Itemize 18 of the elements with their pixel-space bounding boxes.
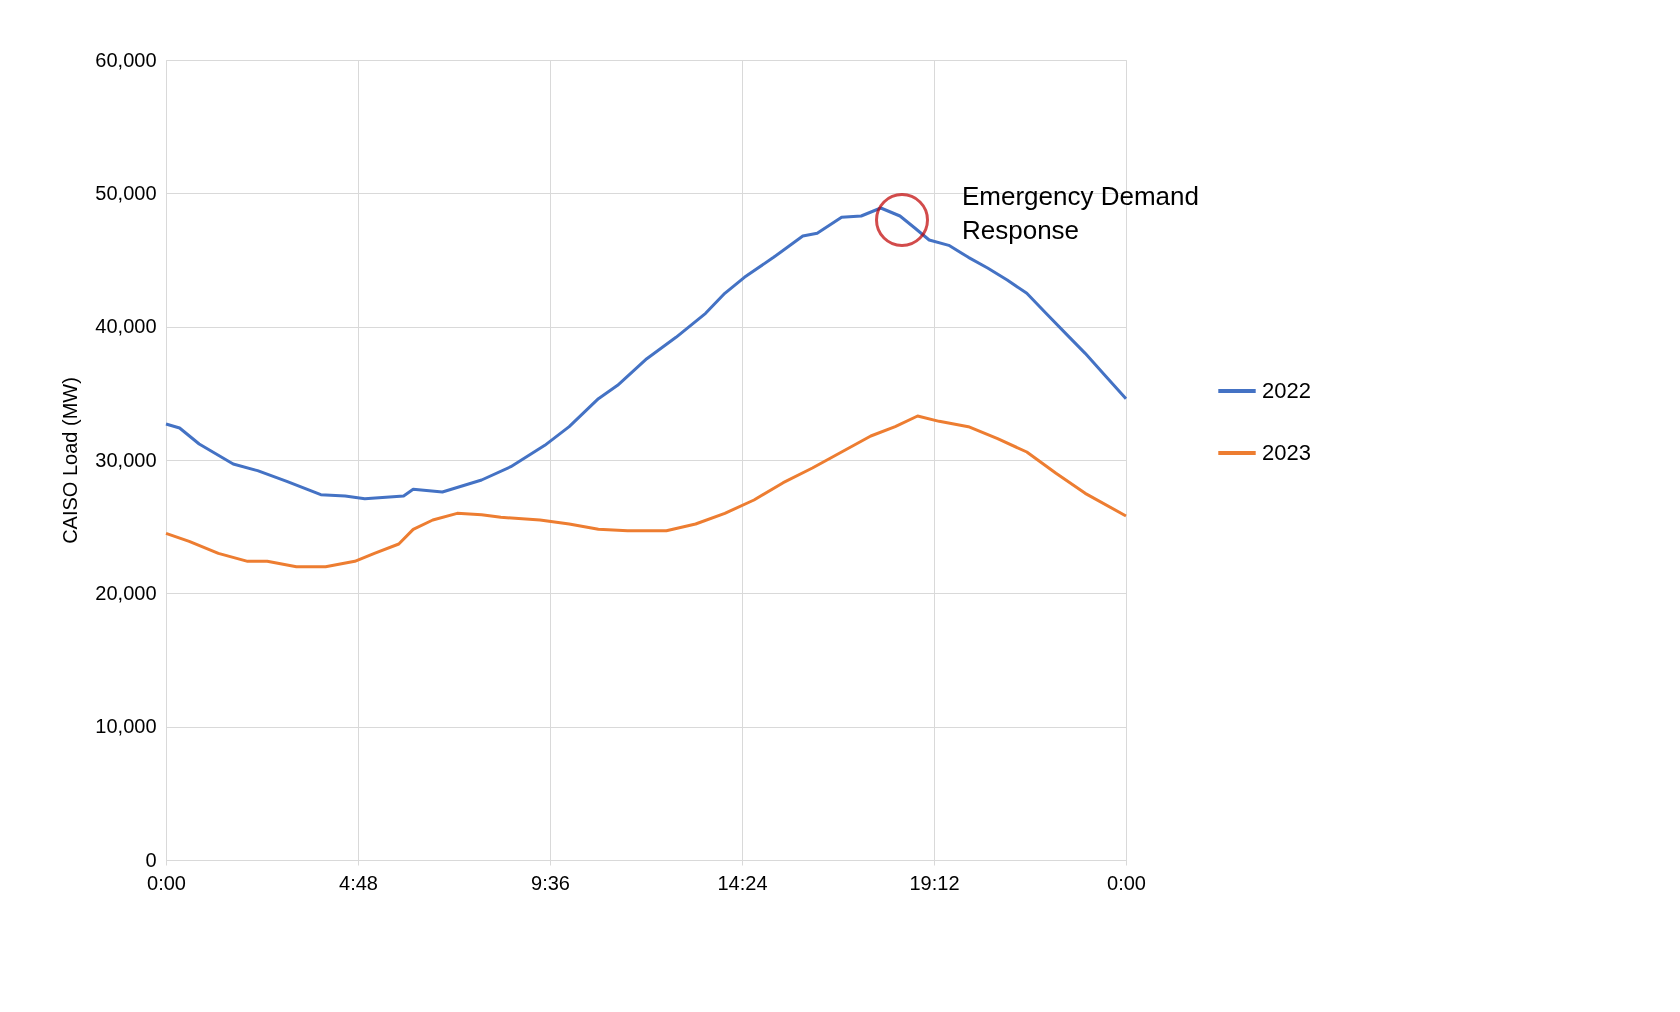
x-tick-label: 0:00 [1107, 871, 1146, 894]
x-tick-label: 19:12 [909, 871, 960, 894]
legend-label: 2022 [1262, 378, 1311, 403]
annotation: Emergency Demand Response [962, 181, 1199, 245]
x-tick-label: 9:36 [531, 871, 570, 894]
y-tick-label: 10,000 [95, 715, 157, 738]
line-series [164, 414, 1128, 569]
x-tick-label: 0:00 [147, 871, 186, 894]
y-axis-title: CAISO Load (MW) [59, 377, 82, 544]
y-tick-label: 0 [145, 848, 157, 871]
y-tick-label: 60,000 [95, 48, 157, 71]
x-tick-label: 4:48 [339, 871, 378, 894]
y-tick-label: 20,000 [95, 581, 157, 604]
legend-label: 2023 [1262, 440, 1311, 465]
y-tick-label: 50,000 [95, 181, 157, 204]
y-tick-label: 30,000 [95, 448, 157, 471]
x-tick-label: 14:24 [717, 871, 768, 894]
y-tick-label: 40,000 [95, 315, 157, 338]
